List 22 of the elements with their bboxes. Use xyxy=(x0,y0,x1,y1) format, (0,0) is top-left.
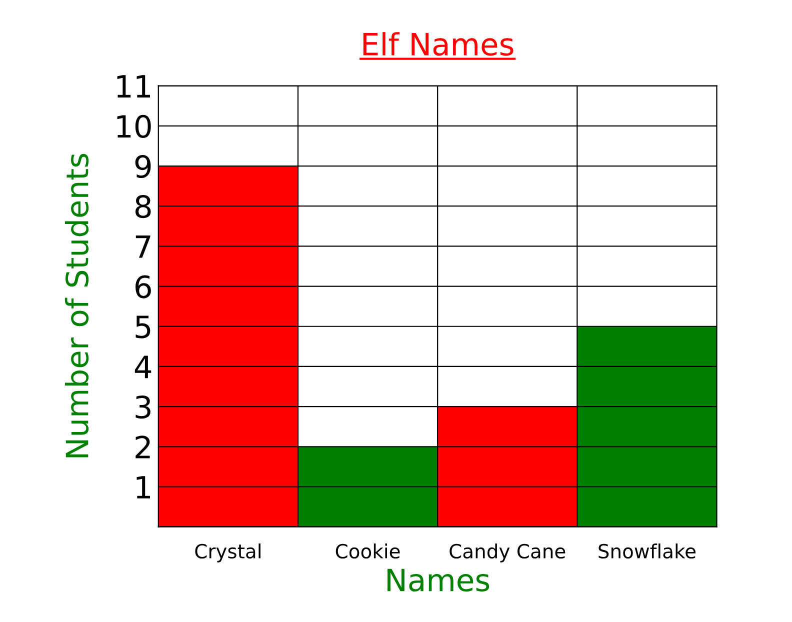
bar xyxy=(438,406,578,527)
x-axis-title: Names xyxy=(388,568,490,592)
y-tick-label: 1 xyxy=(136,476,150,498)
y-tick-label: 4 xyxy=(134,356,152,378)
y-tick-label: 7 xyxy=(136,236,150,258)
y-tick-label: 2 xyxy=(136,436,150,458)
x-tick-label: Cookie xyxy=(336,544,400,559)
y-tick-label: 8 xyxy=(135,195,151,218)
y-tick-label: 3 xyxy=(136,395,150,419)
x-tick-label: Snowflake xyxy=(598,544,696,559)
y-tick-label: 11 xyxy=(117,75,150,98)
x-tick-label: Candy Cane xyxy=(450,544,566,562)
y-tick-label: 5 xyxy=(136,316,150,338)
y-tick-label: 10 xyxy=(117,114,151,138)
bar xyxy=(577,326,717,527)
y-tick-label: 9 xyxy=(135,154,151,178)
bar xyxy=(298,446,438,527)
bar xyxy=(158,166,298,527)
y-tick-label: 6 xyxy=(136,275,151,298)
x-tick-label: Crystal xyxy=(195,544,260,562)
chart-title: Elf Names xyxy=(363,32,514,56)
y-axis-title: Number of Students xyxy=(64,154,89,458)
